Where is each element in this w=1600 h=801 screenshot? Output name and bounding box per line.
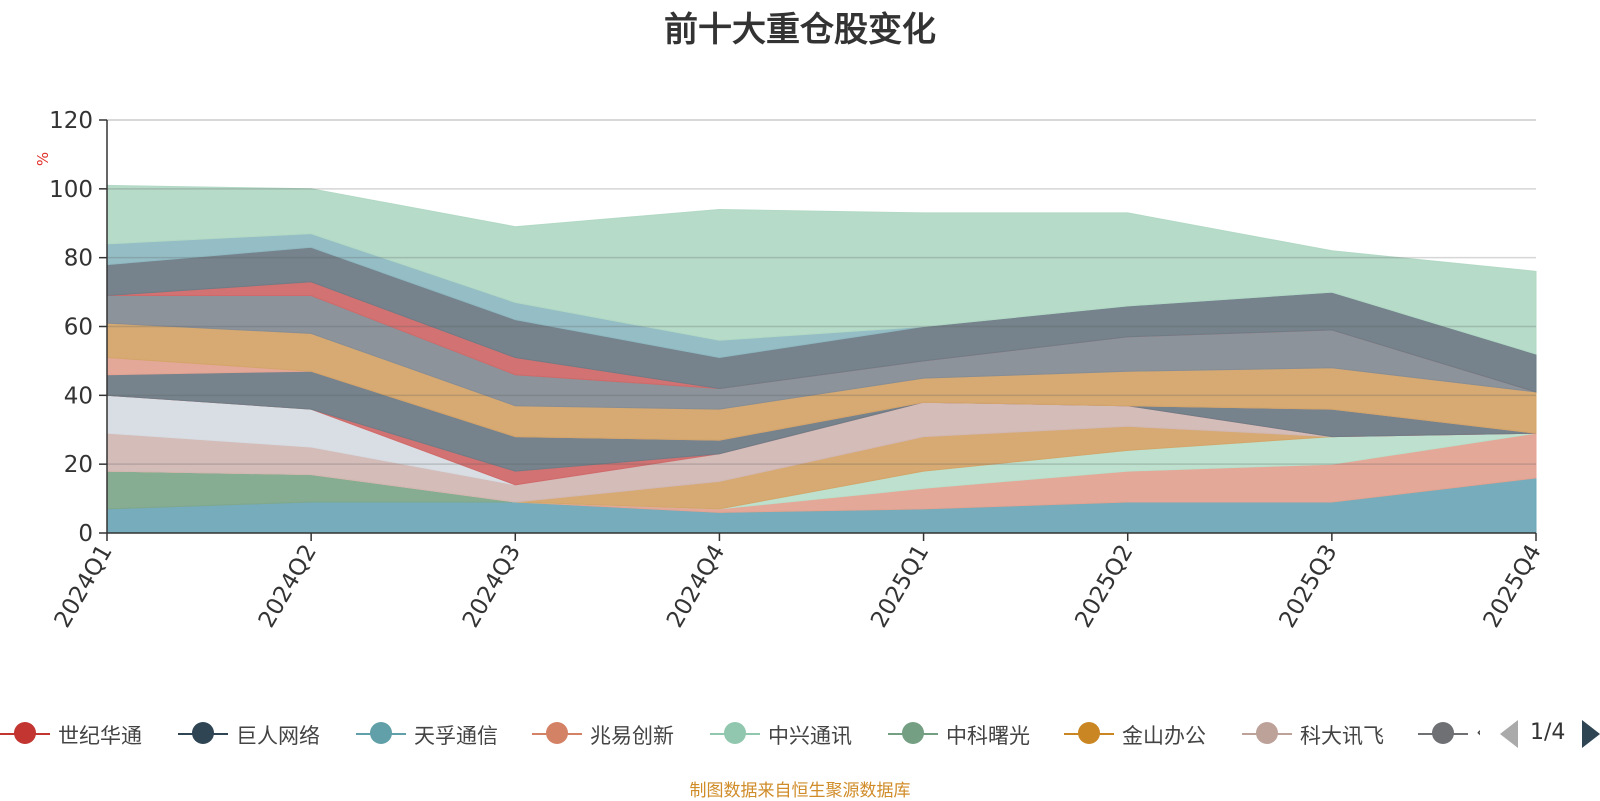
legend-prev-arrow-icon[interactable] <box>1500 720 1518 748</box>
x-tick-label-4: 2025Q1 <box>866 540 934 632</box>
legend-item-4[interactable]: 中兴通讯 <box>710 716 886 752</box>
legend-next-arrow-icon[interactable] <box>1582 720 1600 748</box>
chart-title: 前十大重仓股变化 <box>664 10 936 50</box>
y-tick-label-0: 0 <box>78 521 93 547</box>
legend-label: 巨人网络 <box>236 724 320 748</box>
chart-legend: 世纪华通 巨人网络 天孚通信 兆易创新 中兴通讯 中科曙光 金山办公 科大讯飞 ‹ <box>0 716 1480 752</box>
area-series-group <box>106 184 1537 534</box>
legend-label: 中科曙光 <box>946 724 1030 748</box>
legend-label: 天孚通信 <box>414 724 498 748</box>
legend-item-5[interactable]: 中科曙光 <box>888 716 1064 752</box>
legend-item-6[interactable]: 金山办公 <box>1064 716 1240 752</box>
legend-pager: 1/4 <box>1500 716 1600 752</box>
y-tick-label-40: 40 <box>64 383 93 409</box>
data-source-note: 制图数据来自恒生聚源数据库 <box>689 781 911 801</box>
legend-marker-icon <box>192 722 214 744</box>
y-tick-label-120: 120 <box>49 108 93 134</box>
legend-item-0[interactable]: 世纪华通 <box>0 716 176 752</box>
legend-marker-icon <box>1078 722 1100 744</box>
area-series-15 <box>106 184 1537 355</box>
legend-label: 世纪华通 <box>58 724 142 748</box>
x-tick-label-7: 2025Q4 <box>1479 540 1547 632</box>
legend-marker-icon <box>546 722 568 744</box>
y-tick-label-80: 80 <box>64 246 93 272</box>
y-tick-label-100: 100 <box>49 177 93 203</box>
legend-item-8[interactable]: ‹ <box>1418 716 1480 752</box>
legend-marker-icon <box>1432 722 1454 744</box>
x-tick-label-1: 2024Q2 <box>254 540 322 632</box>
x-tick-label-5: 2025Q2 <box>1070 540 1138 632</box>
y-tick-label-60: 60 <box>64 315 93 341</box>
legend-item-7[interactable]: 科大讯飞 <box>1242 716 1418 752</box>
legend-marker-icon <box>1256 722 1278 744</box>
legend-page-indicator: 1/4 <box>1530 720 1566 745</box>
legend-marker-icon <box>14 722 36 744</box>
legend-item-3[interactable]: 兆易创新 <box>532 716 708 752</box>
legend-marker-icon <box>902 722 924 744</box>
x-tick-label-0: 2024Q1 <box>50 540 118 632</box>
legend-label: 科大讯飞 <box>1300 724 1384 748</box>
x-tick-label-2: 2024Q3 <box>458 540 526 632</box>
y-tick-label-20: 20 <box>64 452 93 478</box>
legend-label: 中兴通讯 <box>768 724 852 748</box>
x-tick-label-6: 2025Q3 <box>1275 540 1343 632</box>
legend-marker-icon <box>724 722 746 744</box>
legend-marker-icon <box>370 722 392 744</box>
legend-label: 兆易创新 <box>590 724 674 748</box>
y-axis-unit-label: % <box>34 151 53 167</box>
legend-item-2[interactable]: 天孚通信 <box>356 716 532 752</box>
legend-label: 金山办公 <box>1122 724 1206 748</box>
x-tick-label-3: 2024Q4 <box>662 540 730 632</box>
legend-item-1[interactable]: 巨人网络 <box>178 716 354 752</box>
legend-label: ‹ <box>1476 720 1480 744</box>
